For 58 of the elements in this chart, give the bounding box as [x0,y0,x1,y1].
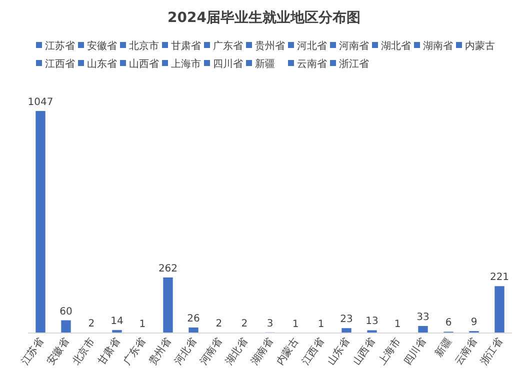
data-label: 1047 [28,97,54,108]
x-tick-label: 安徽省 [44,336,72,368]
x-tick-label: 河北省 [172,336,199,368]
data-label: 2 [241,318,248,330]
x-tick-label: 湖北省 [222,336,250,368]
data-label: 60 [60,306,72,318]
legend-label: 山西省 [129,58,159,70]
data-label: 2 [88,318,95,330]
data-label: 1 [139,318,146,330]
x-tick-label: 内蒙古 [274,336,301,368]
legend-label: 河北省 [297,40,327,52]
x-tick-label: 河南省 [197,336,224,368]
legend-label: 广东省 [213,40,243,52]
legend-label: 新疆 [255,58,275,70]
legend-label: 贵州省 [255,40,285,52]
data-label: 13 [366,316,378,328]
x-tick-label: 贵州省 [146,336,174,368]
chart-title: 2024届毕业生就业地区分布图 [168,10,360,26]
data-label: 1 [292,318,299,330]
x-tick-label: 广东省 [120,336,148,368]
x-tick-label: 江西省 [299,336,326,368]
legend-label: 上海市 [171,58,201,70]
data-label: 33 [416,312,430,324]
legend-label: 江西省 [45,58,75,70]
legend-label: 江苏省 [45,40,75,52]
data-label: 221 [490,272,510,284]
legend-label: 湖南省 [423,40,453,52]
data-label: 6 [445,318,452,329]
data-label: 1 [318,318,324,330]
data-label: 262 [158,263,178,274]
x-tick-label: 江苏省 [18,336,46,368]
data-label: 14 [110,316,124,328]
legend-label: 河南省 [339,40,369,52]
legend-label: 北京市 [129,40,159,52]
data-label: 1 [394,318,401,330]
data-label: 3 [266,318,274,330]
legend-label: 云南省 [297,58,327,70]
legend-label: 四川省 [213,58,243,70]
x-tick-label: 上海市 [376,336,403,368]
x-tick-label: 四川省 [401,336,428,368]
x-tick-label: 云南省 [452,336,480,368]
legend-label: 山东省 [87,58,117,70]
data-label: 23 [340,314,353,326]
x-tick-label: 北京市 [70,336,97,368]
legend-label: 浙江省 [339,58,369,70]
x-tick-label: 山西省 [350,336,378,368]
x-tick-label: 山东省 [324,336,352,368]
data-label: 2 [216,318,222,330]
legend-label: 安徽省 [87,40,117,52]
x-tick-label: 湖南省 [248,336,276,368]
legend-label: 湖北省 [381,40,411,52]
legend-label: 甘肃省 [171,40,201,52]
legend-label: 内蒙古 [465,40,495,52]
data-label: 9 [470,317,478,328]
data-label: 26 [187,313,200,324]
x-tick-label: 浙江省 [478,336,505,368]
x-tick-label: 甘肃省 [95,336,122,368]
x-tick-label: 新疆 [432,336,454,360]
